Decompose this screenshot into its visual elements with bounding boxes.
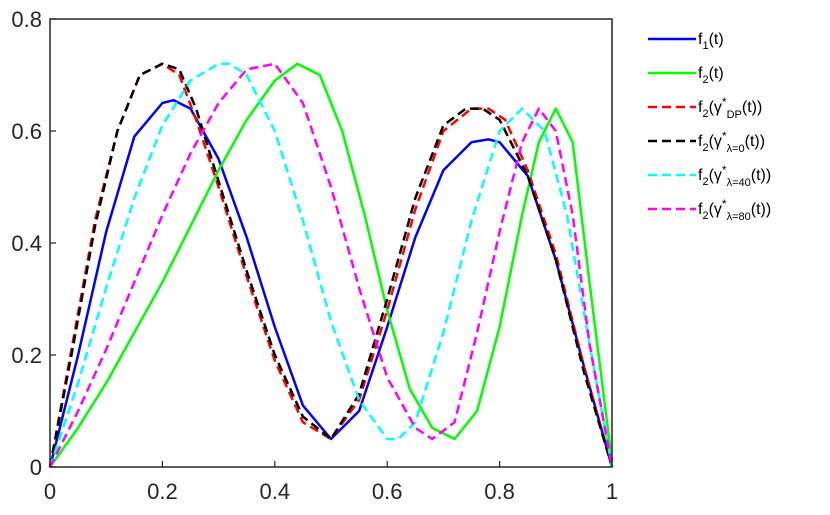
y-tick-label: 0.6 <box>11 119 42 144</box>
series-line-5 <box>48 62 614 468</box>
series-layer <box>48 62 614 468</box>
legend-entry: f2(γ*λ=80(t)) <box>698 197 771 223</box>
series-line-6 <box>48 62 614 468</box>
legend-entry: f2(t) <box>698 65 724 86</box>
legend-entry: f2(γ*DP(t)) <box>698 95 762 121</box>
legend-entry: f1(t) <box>698 31 724 52</box>
y-tick-label: 0 <box>30 455 42 480</box>
tick-layer: 0 0.2 0.4 0.6 0.8 1 0 0.2 0.4 0.6 0.8 <box>11 7 618 504</box>
x-tick-label: 0.4 <box>260 479 291 504</box>
series-line-2 <box>48 62 614 468</box>
y-tick-label: 0.4 <box>11 231 42 256</box>
x-tick-label: 0 <box>44 479 56 504</box>
x-tick-label: 0.6 <box>372 479 403 504</box>
x-tick-label: 0.8 <box>484 479 515 504</box>
legend-entry: f2(γ*λ=0(t)) <box>698 129 765 155</box>
x-tick-label: 1 <box>606 479 618 504</box>
y-tick-label: 0.8 <box>11 7 42 32</box>
legend: f1(t) f2(t) f2(γ*DP(t)) f2(γ*λ=0(t)) f2(γ*λ=… <box>648 31 771 223</box>
series-line-3 <box>48 62 614 468</box>
plot-frame <box>49 18 613 468</box>
series-line-1 <box>48 98 614 468</box>
legend-entry: f2(γ*λ=40(t)) <box>698 163 771 189</box>
y-tick-label: 0.2 <box>11 343 42 368</box>
series-line-4 <box>48 62 614 468</box>
x-tick-label: 0.2 <box>147 479 178 504</box>
